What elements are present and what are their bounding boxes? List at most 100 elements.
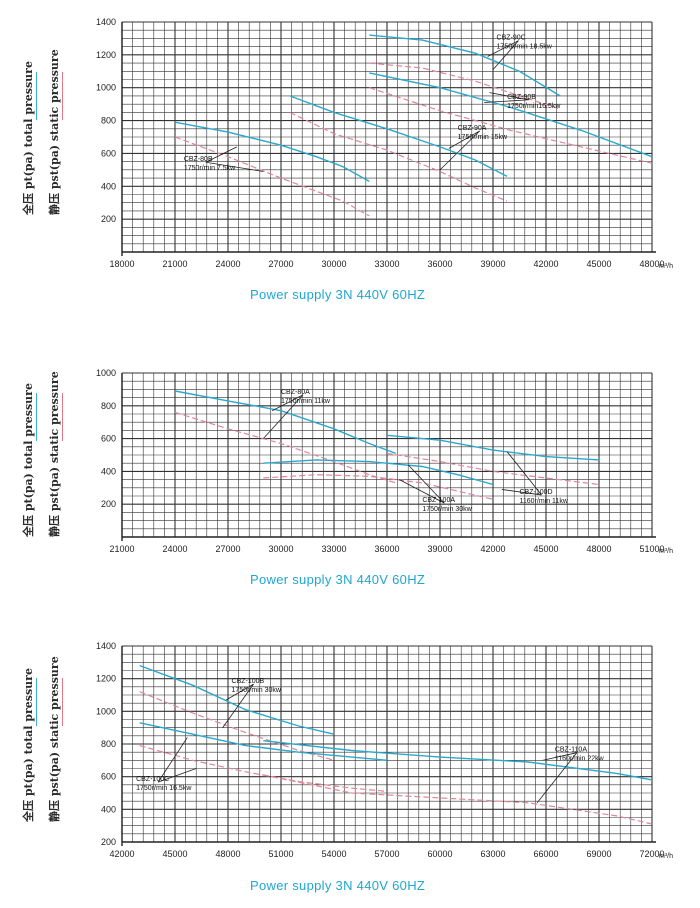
y-axis-labels: 全压 pt(pa) total pressure 静压 pst(pa) stat… xyxy=(6,610,66,870)
x-tick-label: 42000 xyxy=(109,849,134,859)
grid xyxy=(121,21,653,253)
x-tick-label: 27000 xyxy=(215,544,240,554)
curve-annotation: CBZ-90A 1750r/min 15kw xyxy=(439,125,508,171)
total-pressure-curve xyxy=(369,34,561,97)
y-tick-label: 800 xyxy=(101,116,116,126)
static-pressure-curve xyxy=(139,691,335,761)
model-label: CBZ-80B xyxy=(184,156,213,163)
curve-annotation: CBZ-100A 1750r/min 30kw xyxy=(399,464,473,513)
x-tick-label: 36000 xyxy=(374,544,399,554)
chart-panel-1: 全压 pt(pa) total pressure 静压 pst(pa) stat… xyxy=(0,0,700,302)
curve-annotation: CBZ-90C 1750r/min 18.5kw xyxy=(487,35,553,70)
power-supply-label: Power supply 3N 440V 60HZ xyxy=(250,572,426,587)
total-pressure-curve xyxy=(174,390,397,455)
x-tick-label: 36000 xyxy=(427,259,452,269)
x-unit-label: m³/h xyxy=(659,548,673,555)
y-tick-label: 600 xyxy=(101,148,116,158)
y-tick-label: 200 xyxy=(101,214,116,224)
model-spec-label: 1750r/min 15kw xyxy=(458,134,508,141)
static-pressure-curve xyxy=(174,411,396,484)
x-tick-label: 54000 xyxy=(321,849,346,859)
y-axis-labels: 全压 pt(pa) total pressure 静压 pst(pa) stat… xyxy=(6,305,66,565)
model-label: CBZ-100B xyxy=(232,678,265,685)
x-tick-label: 24000 xyxy=(215,259,240,269)
y-tick-label: 400 xyxy=(101,181,116,191)
power-supply-label: Power supply 3N 440V 60HZ xyxy=(250,878,426,893)
x-tick-label: 72000 xyxy=(639,849,664,859)
total-pressure-curve xyxy=(386,434,600,461)
curve-annotation: CBZ-80B 1750r/min 7.5kw xyxy=(184,146,264,172)
model-label: CBZ-90B xyxy=(507,94,536,101)
x-tick-label: 51000 xyxy=(639,544,664,554)
y-tick-label: 600 xyxy=(101,772,116,782)
grid xyxy=(121,372,653,538)
static-pressure-curve xyxy=(369,87,653,164)
grid xyxy=(121,645,653,843)
y-tick-label: 1200 xyxy=(96,674,116,684)
model-label: CBZ-110A xyxy=(555,747,587,754)
model-spec-label: 1750r/min16.5kw xyxy=(507,103,561,110)
x-tick-label: 21000 xyxy=(162,259,187,269)
model-label: CBZ-80A xyxy=(281,389,310,396)
total-pressure-curve xyxy=(263,459,494,486)
y-tick-label: 1000 xyxy=(96,706,116,716)
power-supply-label: Power supply 3N 440V 60HZ xyxy=(250,287,426,302)
x-tick-label: 39000 xyxy=(427,544,452,554)
x-tick-label: 48000 xyxy=(215,849,240,859)
x-unit-label: m³/h xyxy=(659,853,673,860)
chart-3: 42000 45000 48000 51000 54000 57000 60000 63000… xyxy=(96,641,673,860)
static-pressure-curve xyxy=(263,474,494,500)
x-tick-label: 42000 xyxy=(533,259,558,269)
x-tick-label: 24000 xyxy=(162,544,187,554)
total-pressure-curve xyxy=(139,664,335,735)
x-unit-label: m³/h xyxy=(659,263,673,270)
x-tick-label: 48000 xyxy=(639,259,664,269)
x-tick-label: 57000 xyxy=(374,849,399,859)
total-pressure-curve xyxy=(139,722,388,761)
model-label: CBZ-90A xyxy=(458,125,487,132)
x-tick-label: 45000 xyxy=(162,849,187,859)
y-tick-label: 1000 xyxy=(96,83,116,93)
static-pressure-curve xyxy=(263,774,653,825)
y-tick-label: 1400 xyxy=(96,641,116,651)
x-tick-label: 30000 xyxy=(321,259,346,269)
x-tick-label: 30000 xyxy=(268,544,293,554)
x-tick-label: 66000 xyxy=(533,849,558,859)
total-pressure-curve xyxy=(369,72,653,158)
model-label: CBZ-100D xyxy=(520,489,553,496)
model-label: CBZ-100A xyxy=(422,497,455,504)
y-tick-label: 1000 xyxy=(96,368,116,378)
model-spec-label: 1750r/min 7.5kw xyxy=(184,165,236,172)
model-spec-label: 1750r/min 16.5kw xyxy=(136,785,192,792)
model-spec-label: 1750r/min 30kw xyxy=(232,687,282,694)
y-tick-label: 1200 xyxy=(96,50,116,60)
chart-panel-3: 全压 pt(pa) total pressure 静压 pst(pa) stat… xyxy=(0,610,700,908)
curve-annotation: CBZ-100D 1160r/min 11kw xyxy=(501,451,569,505)
curve-annotation: CBZ-100B 1750r/min 30kw xyxy=(222,678,282,728)
x-tick-label: 45000 xyxy=(533,544,558,554)
chart-panel-2: 全压 pt(pa) total pressure 静压 pst(pa) stat… xyxy=(0,305,700,605)
y-tick-label: 800 xyxy=(101,401,116,411)
model-label: CBZ-100C xyxy=(136,776,169,783)
x-tick-label: 39000 xyxy=(480,259,505,269)
model-spec-label: 1750r/min 18.5kw xyxy=(497,44,553,51)
model-spec-label: 1160r/min 22kw xyxy=(555,756,605,763)
model-spec-label: 1160r/min 11kw xyxy=(520,498,569,505)
y-tick-label: 400 xyxy=(101,804,116,814)
x-tick-label: 51000 xyxy=(268,849,293,859)
y-tick-label: 1400 xyxy=(96,17,116,27)
model-spec-label: 1750r/min 11kw xyxy=(281,398,331,405)
total-pressure-curve xyxy=(174,121,370,183)
chart-2: 21000 24000 27000 30000 33000 36000 39000 42000… xyxy=(96,368,673,555)
curve-annotation: CBZ-90B 1750r/min16.5kw xyxy=(484,92,561,110)
x-tick-label: 18000 xyxy=(109,259,134,269)
curve-annotation: CBZ-100C 1750r/min 16.5kw xyxy=(136,737,197,792)
x-tick-label: 42000 xyxy=(480,544,505,554)
model-spec-label: 1750r/min 30kw xyxy=(422,506,472,513)
y-tick-label: 800 xyxy=(101,739,116,749)
curve-annotation: CBZ-80A 1750r/min 11kw xyxy=(263,389,331,439)
y-tick-label: 200 xyxy=(101,499,116,509)
static-pressure-curve xyxy=(289,111,508,202)
x-tick-label: 48000 xyxy=(586,544,611,554)
total-pressure-curve xyxy=(289,95,508,178)
